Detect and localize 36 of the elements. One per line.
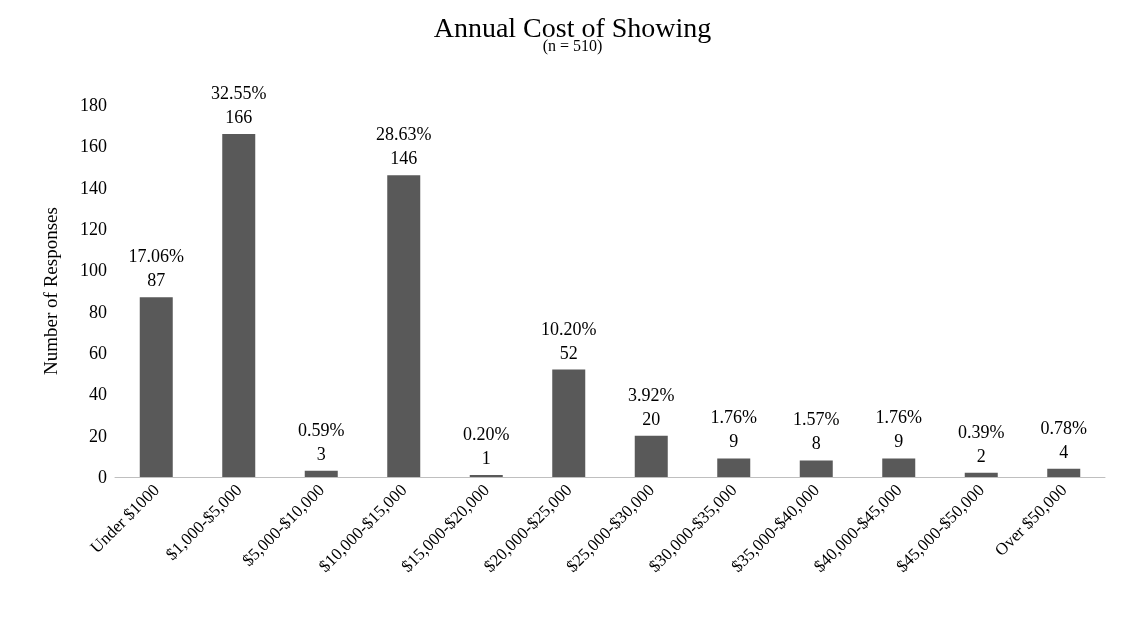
y-tick-label: 40 (89, 384, 107, 405)
data-label: 1.76% 9 (875, 407, 922, 452)
data-label: 0.59% 3 (298, 419, 345, 464)
bar (222, 133, 256, 477)
y-tick-label: 80 (89, 301, 107, 322)
data-label: 28.63% 146 (376, 124, 432, 169)
y-axis-title: Number of Responses (40, 207, 61, 375)
y-tick-label: 100 (80, 260, 107, 281)
y-tick-label: 60 (89, 343, 107, 363)
data-label: 0.78% 4 (1040, 417, 1087, 462)
bar (882, 458, 916, 477)
bar (469, 474, 503, 477)
y-tick-label: 160 (80, 136, 107, 157)
bar (304, 470, 338, 477)
data-label: 3.92% 20 (628, 384, 675, 429)
data-label: 1.57% 8 (793, 409, 840, 454)
data-label: 10.20% 52 (541, 318, 597, 363)
bar (964, 472, 998, 477)
y-tick-label: 140 (80, 177, 107, 198)
y-tick-label: 0 (98, 467, 107, 487)
bar (139, 297, 173, 477)
y-tick-label: 20 (89, 425, 107, 446)
bar (799, 460, 833, 477)
bar (552, 369, 586, 477)
bar (717, 458, 751, 477)
data-label: 0.39% 2 (958, 421, 1005, 466)
y-tick-label: 180 (80, 95, 107, 115)
data-label: 0.20% 1 (463, 423, 510, 468)
bar (634, 435, 668, 477)
bar (1047, 468, 1081, 477)
bar (387, 175, 421, 477)
chart-subtitle: (n = 510) (542, 36, 603, 55)
y-tick-label: 120 (80, 219, 107, 239)
data-label: 17.06% 87 (128, 246, 184, 291)
data-label: 1.76% 9 (710, 407, 757, 452)
data-label: 32.55% 166 (211, 82, 267, 127)
